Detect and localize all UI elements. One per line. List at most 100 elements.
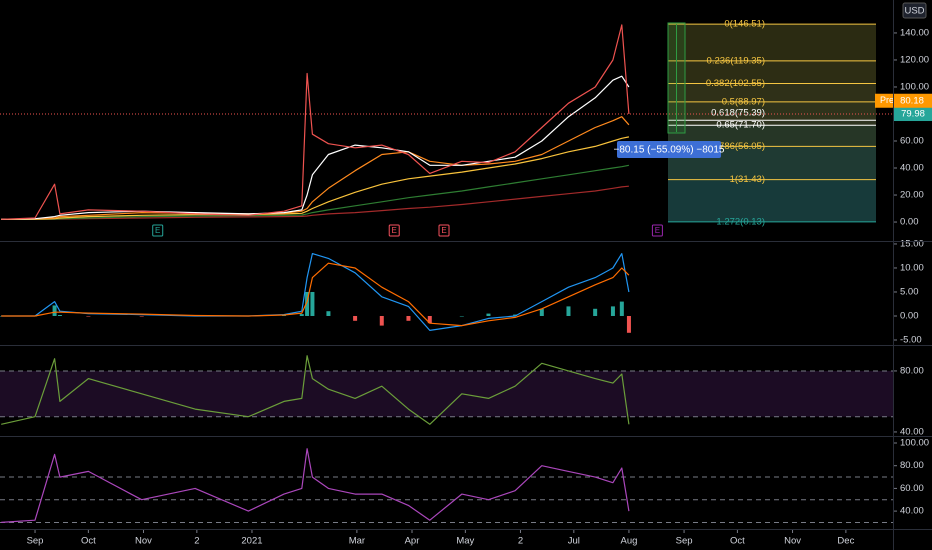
x-tick-label: 2021	[241, 536, 262, 547]
x-tick-label: 2	[518, 536, 523, 547]
premarket-price: 80.18	[900, 95, 924, 106]
histogram-bar	[539, 308, 544, 316]
plot-layer: 0(146.51) 0.236(119.35) 0.382(102.55) 0.5(8…	[0, 19, 932, 547]
y-tick-label: 0.00	[900, 217, 919, 228]
y-tick-label: 80.00	[900, 460, 924, 471]
fib-label: 0.236(119.35)	[707, 55, 765, 66]
histogram-bar	[281, 315, 286, 317]
y-tick-label: 5.00	[900, 286, 919, 297]
y-tick-label: 10.00	[900, 262, 924, 273]
fib-band	[668, 60, 876, 84]
x-tick-label: Dec	[837, 536, 854, 547]
x-tick-label: Sep	[676, 536, 693, 547]
fib-band	[668, 179, 876, 222]
y-tick-label: 100.00	[900, 81, 929, 92]
histogram-bar	[353, 315, 358, 321]
y-tick-label: 60.00	[900, 483, 924, 494]
fib-label: 0.5(88.97)	[722, 96, 765, 107]
y-tick-label: 0.00	[900, 311, 919, 322]
x-tick-label: Sep	[27, 536, 44, 547]
fib-label: 1(31.43)	[730, 174, 765, 185]
y-tick-label: 40.00	[900, 163, 924, 174]
fib-band	[668, 125, 876, 147]
y-tick-label: -5.00	[900, 335, 922, 346]
x-tick-label: Nov	[135, 536, 152, 547]
histogram-bar	[459, 315, 464, 317]
y-tick-label: 80.00	[900, 365, 924, 376]
y-tick-label: 100.00	[900, 438, 929, 449]
event-marker	[388, 224, 400, 237]
measure-label-box	[617, 141, 721, 158]
y-tick-label: 140.00	[900, 27, 929, 38]
y-tick-label: 15.00	[900, 238, 924, 249]
x-tick-label: May	[456, 536, 474, 547]
histogram-bar	[52, 305, 57, 316]
y-tick-label: 120.00	[900, 54, 929, 65]
series-line	[1, 448, 630, 523]
y-tick-label: 40.00	[900, 426, 924, 437]
event-label: E	[392, 226, 397, 235]
event-label: E	[155, 226, 160, 235]
series-line	[1, 185, 629, 220]
event-label: E	[441, 226, 446, 235]
histogram-bar	[57, 315, 62, 316]
histogram-bar	[379, 315, 384, 326]
histogram-bar	[406, 315, 411, 321]
band-fill	[0, 370, 893, 417]
x-tick-label: Mar	[349, 536, 365, 547]
y-tick-label: 20.00	[900, 190, 924, 201]
histogram-bar	[310, 291, 315, 316]
histogram-bar	[619, 301, 624, 316]
histogram-bar	[299, 314, 304, 316]
premarket-box	[875, 93, 932, 108]
fib-band	[668, 24, 876, 61]
x-tick-label: Oct	[81, 536, 96, 547]
event-marker	[438, 224, 450, 237]
last-price: 79.98	[901, 109, 925, 120]
fib-band	[668, 83, 876, 102]
histogram-bar	[626, 315, 631, 333]
histogram-bar	[305, 291, 310, 316]
fib-band	[668, 120, 876, 126]
currency: USD	[904, 6, 924, 17]
x-tick-label: Nov	[784, 536, 801, 547]
event-marker	[152, 224, 164, 237]
fib-label: 0.786(56.05)	[711, 141, 765, 152]
fib-label: 0(146.51)	[724, 19, 765, 30]
histogram-bar	[593, 308, 598, 316]
histogram-bar	[513, 314, 518, 316]
event-label: E	[655, 226, 660, 235]
event-marker	[651, 224, 663, 237]
fib-label: 1.272(0.13)	[716, 216, 765, 227]
series-line	[1, 355, 630, 425]
x-tick-label: 2	[194, 536, 199, 547]
series-line	[1, 116, 630, 220]
y-tick-label: 40.00	[900, 506, 924, 517]
series-line	[1, 164, 630, 220]
histogram-bar	[86, 315, 91, 317]
series-line	[1, 136, 630, 220]
series-line	[1, 24, 630, 220]
measure-label: −80.15 (−55.09%) −8015	[614, 145, 725, 156]
premarket-tag: Pre	[880, 95, 894, 105]
fib-label: 0.618(75.39)	[711, 108, 765, 119]
histogram-bar	[610, 306, 615, 316]
histogram-bar	[566, 306, 571, 316]
series-line	[1, 262, 630, 327]
fib-label: 0.65(71.70)	[716, 120, 765, 131]
histogram-bar	[427, 315, 432, 324]
currency-box	[902, 2, 927, 19]
x-tick-label: Aug	[620, 536, 637, 547]
x-tick-label: Jul	[568, 536, 580, 547]
histogram-bar	[326, 311, 331, 316]
fib-band	[668, 101, 876, 121]
y-tick-label: 60.00	[900, 136, 924, 147]
histogram-bar	[139, 315, 144, 317]
last-price-box	[894, 107, 932, 122]
histogram-bar	[486, 313, 491, 316]
x-tick-label: Apr	[405, 536, 420, 547]
x-tick-label: Oct	[730, 536, 745, 547]
series-line	[1, 75, 630, 220]
fib-label: 0.382(102.55)	[706, 78, 765, 89]
